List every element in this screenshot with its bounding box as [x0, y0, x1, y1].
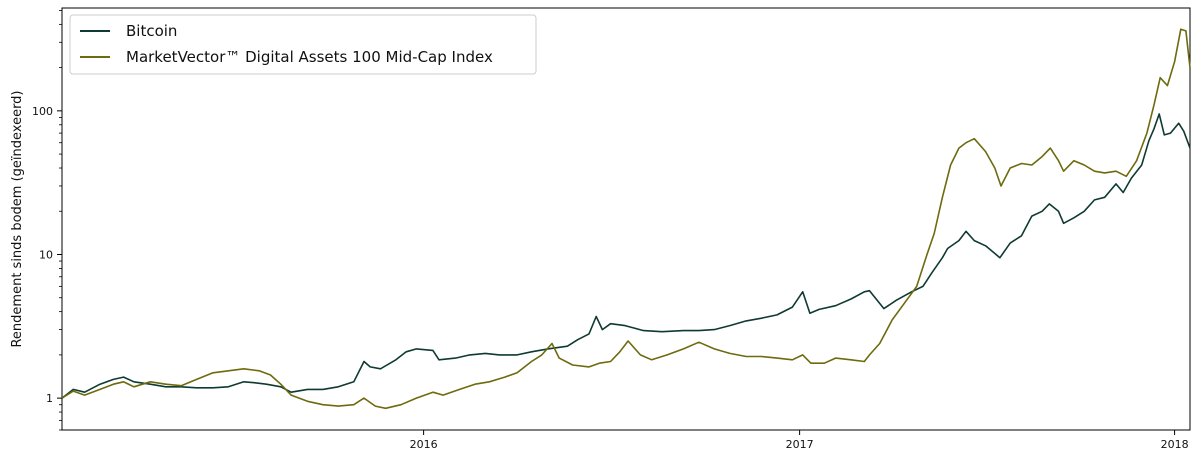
x-tick-label: 2016 — [410, 438, 438, 451]
y-tick-label: 1 — [46, 392, 53, 405]
y-tick-label: 10 — [39, 248, 53, 261]
legend-label-bitcoin: Bitcoin — [126, 22, 177, 40]
series-layer — [61, 28, 1191, 410]
x-axis: 2016 2017 2018 — [410, 430, 1189, 451]
y-tick-label: 100 — [32, 105, 53, 118]
series-line-0 — [61, 113, 1191, 399]
x-tick-label: 2017 — [786, 438, 814, 451]
plot-frame — [61, 7, 1191, 431]
x-tick-label: 2018 — [1161, 438, 1189, 451]
y-axis-label: Rendement sinds bodem (geïndexeerd) — [10, 90, 25, 347]
legend-label-mid-cap-index: MarketVector™ Digital Assets 100 Mid-Cap… — [126, 48, 493, 66]
legend-box — [69, 14, 537, 75]
legend: Bitcoin MarketVector™ Digital Assets 100… — [69, 14, 537, 75]
y-axis: 1 10 100 — [32, 10, 62, 431]
series-line-1 — [61, 28, 1191, 410]
